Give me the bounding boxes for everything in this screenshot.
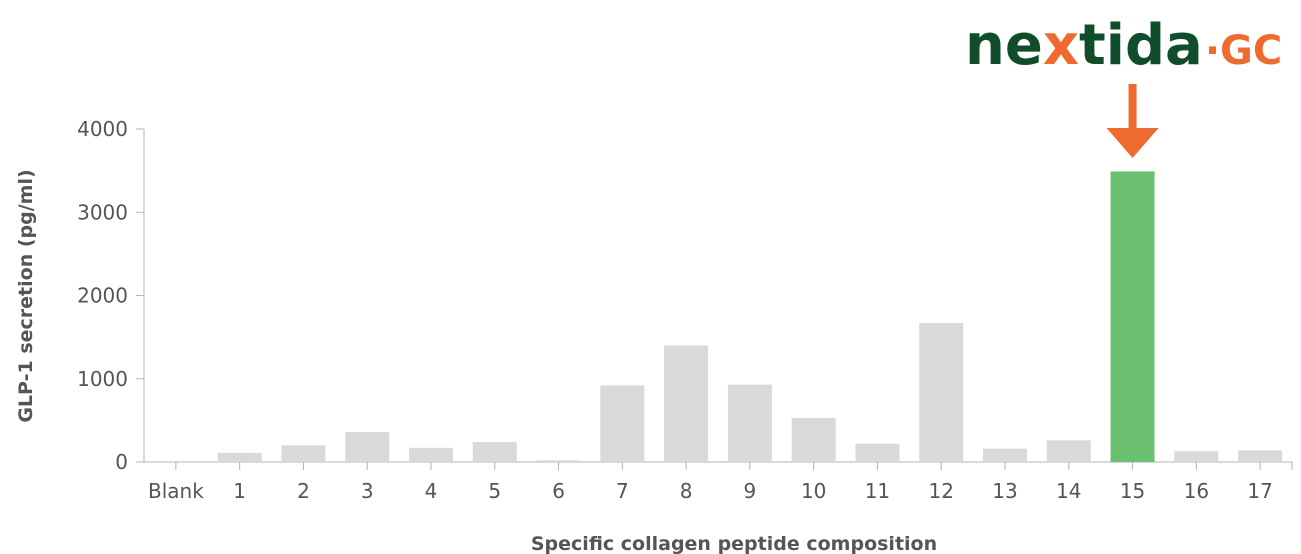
svg-text:nextida·GC: nextida·GC <box>965 13 1282 78</box>
x-tick-label: 16 <box>1184 479 1209 503</box>
logo-text-gc: ·GC <box>1205 28 1282 74</box>
logo-text-ne: ne <box>965 13 1043 78</box>
arrow-head <box>1106 128 1159 158</box>
bar <box>153 461 198 462</box>
x-tick-label: 2 <box>297 479 310 503</box>
bar <box>409 447 453 462</box>
nextida-gc-logo: nextida·GC <box>965 13 1282 78</box>
y-tick-label: 3000 <box>77 200 128 224</box>
x-tick-label: 11 <box>865 479 890 503</box>
bar <box>983 448 1027 462</box>
highlight-arrow-icon <box>1106 84 1159 158</box>
bar <box>791 417 836 462</box>
x-tick-label: 13 <box>992 479 1017 503</box>
bar <box>536 460 581 462</box>
bar <box>281 445 326 462</box>
bar <box>1174 451 1219 462</box>
bar-highlighted <box>1110 171 1155 462</box>
x-tick-label: 6 <box>552 479 565 503</box>
bar <box>345 432 390 462</box>
bar <box>664 345 709 462</box>
x-tick-label: 15 <box>1120 479 1145 503</box>
bar <box>855 443 900 462</box>
x-tick-label: Blank <box>148 479 204 503</box>
y-tick-label: 0 <box>115 450 128 474</box>
y-axis-ticks: 0 1000 2000 3000 4000 <box>77 117 144 474</box>
bar <box>472 442 517 462</box>
y-tick-label: 4000 <box>77 117 128 141</box>
logo-text-tida: tida <box>1079 13 1203 78</box>
x-tick-label: 9 <box>744 479 757 503</box>
x-tick-label: 3 <box>361 479 374 503</box>
bar <box>600 385 645 462</box>
bar <box>1046 440 1091 462</box>
x-tick-label: 17 <box>1247 479 1272 503</box>
logo-text-x: x <box>1043 13 1079 78</box>
x-tick-label: 12 <box>928 479 953 503</box>
bar <box>727 384 772 462</box>
bar <box>919 322 964 462</box>
bar <box>217 452 262 462</box>
x-tick-label: 5 <box>488 479 501 503</box>
x-tick-label: 10 <box>801 479 826 503</box>
y-axis-title: GLP-1 secretion (pg/ml) <box>15 169 37 422</box>
x-tick-label: 4 <box>425 479 438 503</box>
x-axis-title: Specific collagen peptide composition <box>531 533 937 554</box>
y-tick-label: 1000 <box>77 367 128 391</box>
bars-group <box>153 171 1283 462</box>
y-tick-label: 2000 <box>77 284 128 308</box>
x-tick-label: 1 <box>233 479 246 503</box>
x-axis-ticks: Blank 1 2 3 4 5 6 7 8 9 10 11 12 13 14 15 16 17 <box>148 462 1293 503</box>
x-tick-label: 14 <box>1056 479 1081 503</box>
arrow-shaft <box>1128 84 1137 130</box>
x-tick-label: 7 <box>616 479 629 503</box>
x-tick-label: 8 <box>680 479 693 503</box>
bar <box>1238 450 1283 462</box>
